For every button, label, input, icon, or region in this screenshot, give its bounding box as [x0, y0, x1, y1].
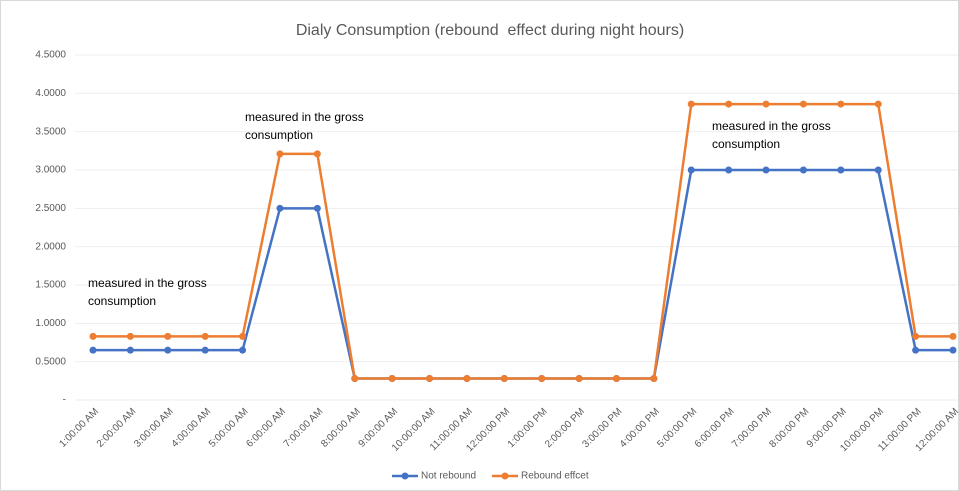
data-point — [239, 346, 247, 354]
y-tick-label: 1.5000 — [35, 280, 66, 291]
data-point — [949, 346, 957, 354]
y-tick-label: 4.0000 — [35, 88, 66, 99]
data-point — [201, 332, 209, 340]
data-point — [164, 332, 172, 340]
data-point — [126, 346, 134, 354]
y-tick-label: 0.5000 — [35, 356, 66, 367]
data-point — [874, 100, 882, 108]
data-point — [276, 204, 284, 212]
data-point — [949, 332, 957, 340]
data-point — [500, 375, 508, 383]
data-point — [837, 100, 845, 108]
annotation: consumption — [245, 128, 313, 142]
data-point — [912, 346, 920, 354]
data-point — [89, 332, 97, 340]
y-tick-label: 3.0000 — [35, 165, 66, 176]
data-point — [687, 100, 695, 108]
y-tick-label: - — [63, 395, 66, 406]
data-point — [201, 346, 209, 354]
data-point — [239, 332, 247, 340]
data-point — [837, 166, 845, 174]
data-point — [725, 166, 733, 174]
legend-label: Rebound effcet — [521, 471, 589, 482]
data-point — [164, 346, 172, 354]
data-point — [612, 375, 620, 383]
data-point — [388, 375, 396, 383]
data-point — [575, 375, 583, 383]
y-tick-label: 2.0000 — [35, 241, 66, 252]
data-point — [762, 100, 770, 108]
data-point — [725, 100, 733, 108]
data-point — [313, 204, 321, 212]
chart-title: Dialy Consumption (rebound effect during… — [296, 22, 684, 39]
y-tick-label: 2.5000 — [35, 203, 66, 214]
data-point — [687, 166, 695, 174]
data-point — [799, 100, 807, 108]
annotation: measured in the gross — [88, 276, 207, 290]
annotation: measured in the gross — [245, 110, 364, 124]
data-point — [276, 150, 284, 158]
y-tick-label: 1.0000 — [35, 318, 66, 329]
data-point — [463, 375, 471, 383]
data-point — [874, 166, 882, 174]
data-point — [762, 166, 770, 174]
annotation: consumption — [88, 294, 156, 308]
y-tick-label: 3.5000 — [35, 126, 66, 137]
data-point — [426, 375, 434, 383]
y-tick-label: 4.5000 — [35, 50, 66, 61]
data-point — [351, 375, 359, 383]
data-point — [538, 375, 546, 383]
legend-marker — [501, 472, 509, 480]
data-point — [650, 375, 658, 383]
series-line — [93, 102, 953, 380]
data-point — [126, 332, 134, 340]
data-point — [912, 332, 920, 340]
data-point — [313, 150, 321, 158]
data-point — [799, 166, 807, 174]
annotation: measured in the gross — [712, 119, 831, 133]
legend-label: Not rebound — [421, 471, 476, 482]
annotation: consumption — [712, 137, 780, 151]
data-point — [89, 346, 97, 354]
legend-marker — [401, 472, 409, 480]
